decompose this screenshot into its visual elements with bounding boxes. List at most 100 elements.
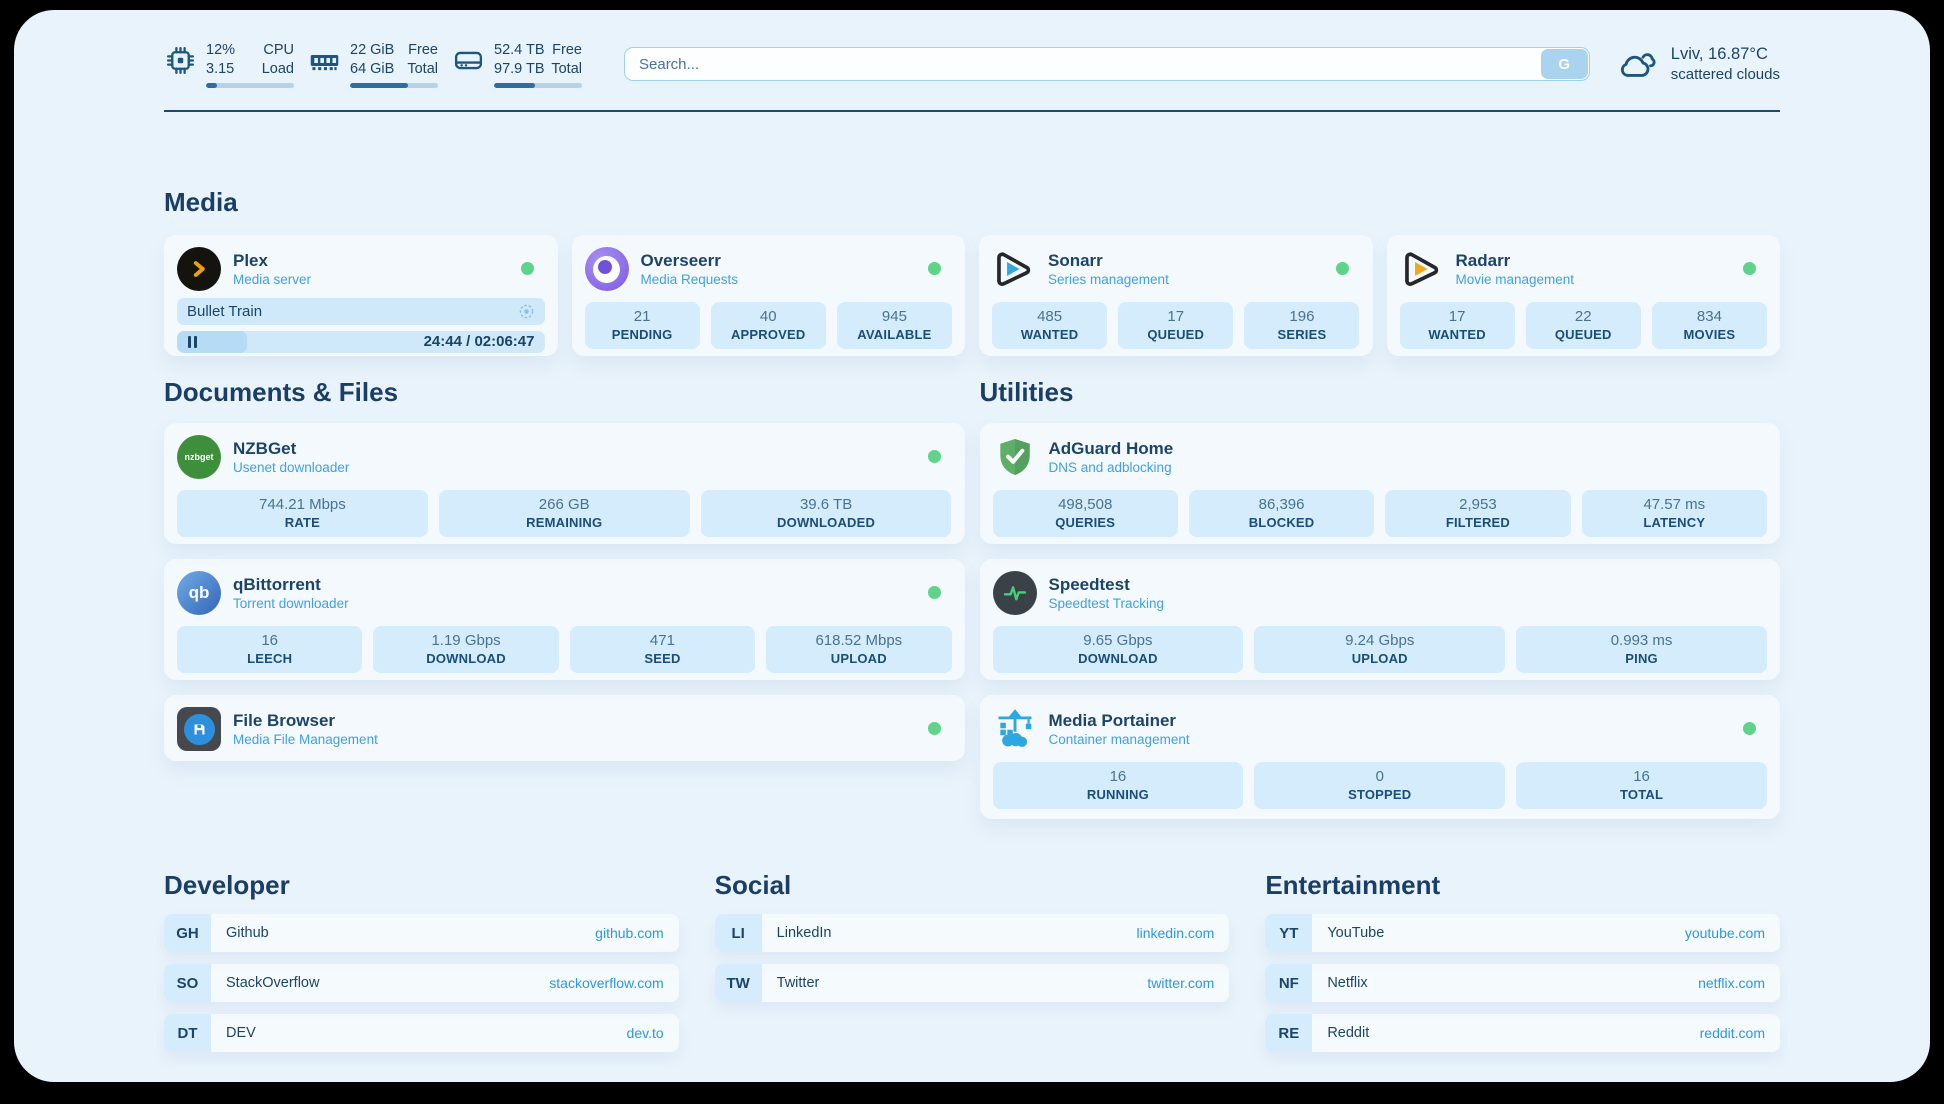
status-dot (927, 722, 941, 735)
bookmark-name: LinkedIn (776, 925, 832, 941)
cpu-label-1: CPU (263, 41, 294, 58)
now-playing-title: Bullet Train (187, 303, 263, 320)
stat-value: 21 (633, 308, 651, 325)
bookmark-url[interactable]: youtube.com (1684, 925, 1765, 941)
cpu-load-avg: 3.15 (206, 60, 235, 77)
stat-value: 17 (1167, 308, 1185, 325)
bookmark-url[interactable]: twitter.com (1147, 975, 1215, 991)
pause-icon[interactable] (188, 336, 197, 348)
stat-label: RUNNING (1086, 787, 1149, 802)
bookmark-url[interactable]: dev.to (626, 1025, 664, 1041)
stat-value: 498,508 (1058, 496, 1113, 513)
bookmark-url[interactable]: reddit.com (1699, 1025, 1765, 1041)
stat-label: BLOCKED (1248, 515, 1315, 530)
ram-total: 64 GiB (350, 60, 395, 77)
bookmark-url[interactable]: github.com (595, 925, 664, 941)
stat-box: 834 MOVIES (1651, 302, 1767, 349)
bookmark-abbr: RE (1265, 1014, 1313, 1052)
weather-location-temp: Lviv, 16.87°C (1670, 45, 1768, 63)
nzbget-icon-text: nzbget (184, 452, 214, 462)
stat-label: MOVIES (1683, 327, 1736, 342)
playback-progress-bar[interactable]: 24:44 / 02:06:47 (177, 331, 545, 353)
stat-label: DOWNLOAD (1078, 651, 1158, 666)
app-desc: Container management (1048, 731, 1190, 747)
app-desc: Media File Management (233, 731, 378, 747)
stat-label: DOWNLOAD (426, 651, 506, 666)
bookmark-youtube[interactable]: YT YouTube youtube.com (1265, 914, 1780, 952)
cpu-icon (166, 46, 195, 74)
bookmark-name: Twitter (776, 975, 820, 991)
stat-box: 2,953 FILTERED (1385, 490, 1571, 537)
disk-label-1: Free (552, 41, 582, 58)
app-card-radarr[interactable]: Radarr Movie management 17 WANTED 22 QUE… (1386, 235, 1780, 356)
app-card-speedtest[interactable]: Speedtest Speedtest Tracking 9.65 Gbps D… (979, 559, 1780, 680)
bookmark-name: YouTube (1327, 925, 1385, 941)
stat-label: PING (1625, 651, 1658, 666)
filebrowser-icon (177, 707, 221, 751)
stat-box: 47.57 ms LATENCY (1581, 490, 1767, 537)
bookmark-linkedin[interactable]: LI LinkedIn linkedin.com (714, 914, 1230, 952)
utilities-column: Utilities AdGuard Home (979, 376, 1780, 819)
bookmark-name: DEV (226, 1025, 256, 1041)
stat-box: 618.52 Mbps UPLOAD (766, 626, 952, 673)
bookmark-stackoverflow[interactable]: SO StackOverflow stackoverflow.com (164, 964, 679, 1002)
app-card-overseerr[interactable]: Overseerr Media Requests 21 PENDING 40 A… (571, 235, 965, 356)
bookmark-reddit[interactable]: RE Reddit reddit.com (1265, 1014, 1780, 1052)
bookmark-github[interactable]: GH Github github.com (164, 914, 679, 952)
bookmark-url[interactable]: stackoverflow.com (549, 975, 664, 991)
section-title-entertainment: Entertainment (1265, 870, 1441, 900)
bookmark-abbr: SO (164, 964, 211, 1002)
section-title-developer: Developer (164, 870, 290, 900)
app-card-plex[interactable]: Plex Media server Bullet Train 24:44 / 0… (164, 235, 558, 356)
stat-value: 17 (1448, 308, 1466, 325)
stat-box: 1.19 Gbps DOWNLOAD (373, 626, 559, 673)
ram-icon (310, 54, 339, 70)
stat-label: WANTED (1428, 327, 1486, 342)
status-dot (1335, 262, 1349, 275)
app-desc: Media server (233, 271, 312, 287)
disk-free: 52.4 TB (494, 41, 545, 58)
section-title-media: Media (164, 187, 238, 217)
bookmark-twitter[interactable]: TW Twitter twitter.com (714, 964, 1230, 1002)
app-name: Plex (233, 250, 268, 270)
app-card-sonarr[interactable]: Sonarr Series management 485 WANTED 17 Q… (979, 235, 1373, 356)
bookmark-netflix[interactable]: NF Netflix netflix.com (1265, 964, 1780, 1002)
stat-box: 945 AVAILABLE (836, 302, 952, 349)
stat-value: 0 (1375, 768, 1384, 785)
status-dot (1743, 262, 1756, 275)
bookmark-abbr: LI (714, 914, 762, 952)
stat-box: 16 RUNNING (992, 762, 1244, 809)
stat-value: 9.65 Gbps (1083, 632, 1153, 649)
playback-time: 24:44 / 02:06:47 (423, 333, 535, 350)
bookmark-abbr: TW (714, 964, 762, 1002)
disk-progress-track (494, 82, 582, 88)
bookmark-dev[interactable]: DT DEV dev.to (164, 1014, 679, 1052)
app-card-nzbget[interactable]: nzbget NZBGet Usenet downloader 744.21 M… (164, 423, 965, 544)
stat-box: 471 SEED (569, 626, 756, 673)
app-desc: Torrent downloader (233, 595, 349, 611)
cast-icon[interactable] (518, 303, 535, 320)
search-engine-button[interactable]: G (1540, 49, 1588, 79)
stat-value: 86,396 (1258, 496, 1305, 513)
bookmark-url[interactable]: netflix.com (1698, 975, 1765, 991)
stat-label: WANTED (1020, 327, 1079, 342)
stat-label: PENDING (611, 327, 673, 342)
app-desc: Movie management (1455, 271, 1575, 287)
ram-free: 22 GiB (350, 41, 395, 58)
stat-label: TOTAL (1620, 787, 1664, 802)
app-name: Sonarr (1048, 250, 1103, 270)
stat-box: 40 APPROVED (710, 302, 826, 349)
cpu-label-2: Load (261, 60, 294, 77)
stat-label: UPLOAD (830, 651, 887, 666)
bookmark-url[interactable]: linkedin.com (1136, 925, 1215, 941)
media-card-grid: Plex Media server Bullet Train 24:44 / 0… (164, 235, 1780, 356)
app-card-filebrowser[interactable]: File Browser Media File Management (164, 695, 965, 761)
search-input[interactable] (624, 47, 1590, 81)
weather-widget: Lviv, 16.87°C scattered clouds (1618, 44, 1780, 84)
app-card-adguard[interactable]: AdGuard Home DNS and adblocking 498,508 … (979, 423, 1780, 544)
app-card-portainer[interactable]: Media Portainer Container management 16 … (979, 695, 1780, 819)
nzbget-icon: nzbget (177, 435, 221, 479)
app-card-qbittorrent[interactable]: qb qBittorrent Torrent downloader 16 LEE… (164, 559, 965, 680)
stat-label: UPLOAD (1351, 651, 1408, 666)
stat-value: 1.19 Gbps (431, 632, 501, 649)
